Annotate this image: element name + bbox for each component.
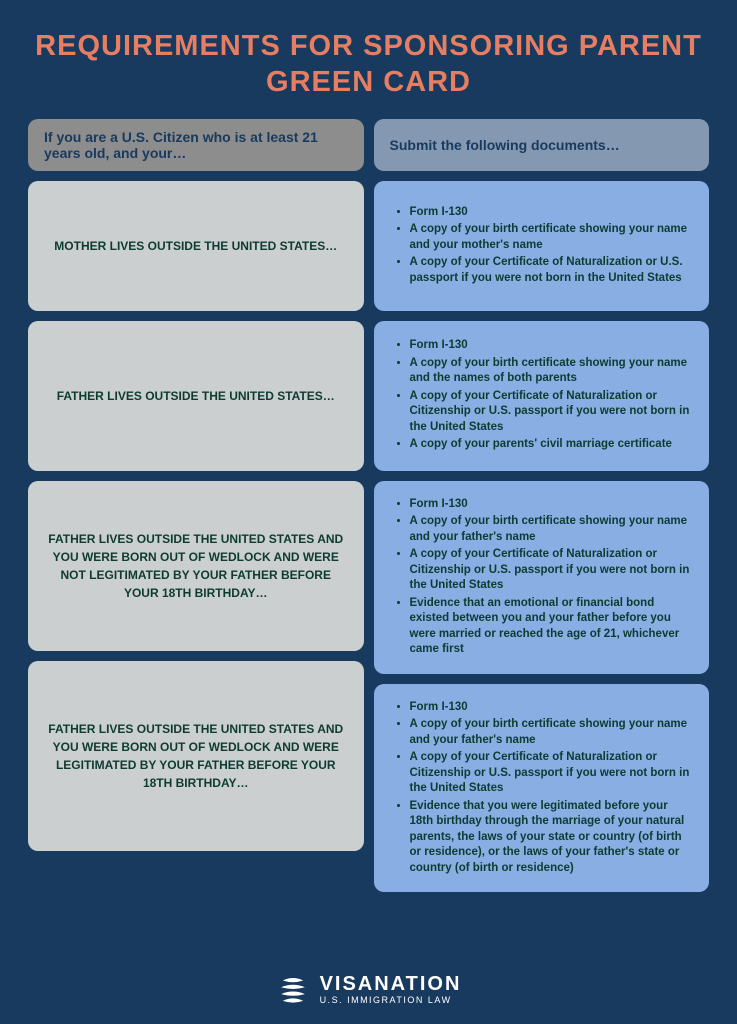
- left-column-header: If you are a U.S. Citizen who is at leas…: [28, 119, 364, 171]
- columns: If you are a U.S. Citizen who is at leas…: [0, 119, 737, 893]
- doc-item: Form I-130: [410, 338, 692, 354]
- documents-card: Form I-130A copy of your birth certifica…: [374, 684, 710, 893]
- doc-item: Form I-130: [410, 497, 692, 513]
- logo-text: VISANATION U.S. IMMIGRATION LAW: [320, 974, 462, 1005]
- scenario-card: FATHER LIVES OUTSIDE THE UNITED STATES A…: [28, 481, 364, 651]
- brand-name: VISANATION: [320, 974, 462, 994]
- scenario-card: FATHER LIVES OUTSIDE THE UNITED STATES A…: [28, 661, 364, 851]
- doc-item: A copy of your birth certificate showing…: [410, 356, 692, 387]
- doc-item: A copy of your Certificate of Naturaliza…: [410, 389, 692, 436]
- scenario-card: MOTHER LIVES OUTSIDE THE UNITED STATES…: [28, 181, 364, 311]
- doc-item: A copy of your Certificate of Naturaliza…: [410, 255, 692, 286]
- doc-item: A copy of your birth certificate showing…: [410, 222, 692, 253]
- left-column: If you are a U.S. Citizen who is at leas…: [28, 119, 364, 893]
- documents-card: Form I-130A copy of your birth certifica…: [374, 181, 710, 311]
- right-column-header: Submit the following documents…: [374, 119, 710, 171]
- doc-item: A copy of your parents' civil marriage c…: [410, 437, 692, 453]
- doc-item: A copy of your Certificate of Naturaliza…: [410, 547, 692, 594]
- page-title: REQUIREMENTS FOR SPONSORING PARENT GREEN…: [0, 0, 737, 119]
- doc-item: A copy of your birth certificate showing…: [410, 717, 692, 748]
- doc-item: A copy of your birth certificate showing…: [410, 514, 692, 545]
- doc-item: Evidence that an emotional or financial …: [410, 596, 692, 658]
- documents-card: Form I-130A copy of your birth certifica…: [374, 481, 710, 674]
- globe-icon: [276, 972, 310, 1006]
- doc-list: Form I-130A copy of your birth certifica…: [392, 698, 692, 879]
- doc-item: Form I-130: [410, 700, 692, 716]
- right-column: Submit the following documents… Form I-1…: [374, 119, 710, 893]
- footer: VISANATION U.S. IMMIGRATION LAW: [0, 972, 737, 1006]
- documents-card: Form I-130 A copy of your birth certifica…: [374, 321, 710, 471]
- doc-item: Form I-130: [410, 205, 692, 221]
- doc-list: Form I-130A copy of your birth certifica…: [392, 495, 692, 660]
- doc-item: A copy of your Certificate of Naturaliza…: [410, 750, 692, 797]
- doc-list: Form I-130A copy of your birth certifica…: [392, 203, 692, 289]
- doc-item: Evidence that you were legitimated befor…: [410, 799, 692, 877]
- brand-sub: U.S. IMMIGRATION LAW: [320, 996, 462, 1005]
- scenario-card: FATHER LIVES OUTSIDE THE UNITED STATES…: [28, 321, 364, 471]
- doc-list: Form I-130 A copy of your birth certifica…: [392, 336, 692, 455]
